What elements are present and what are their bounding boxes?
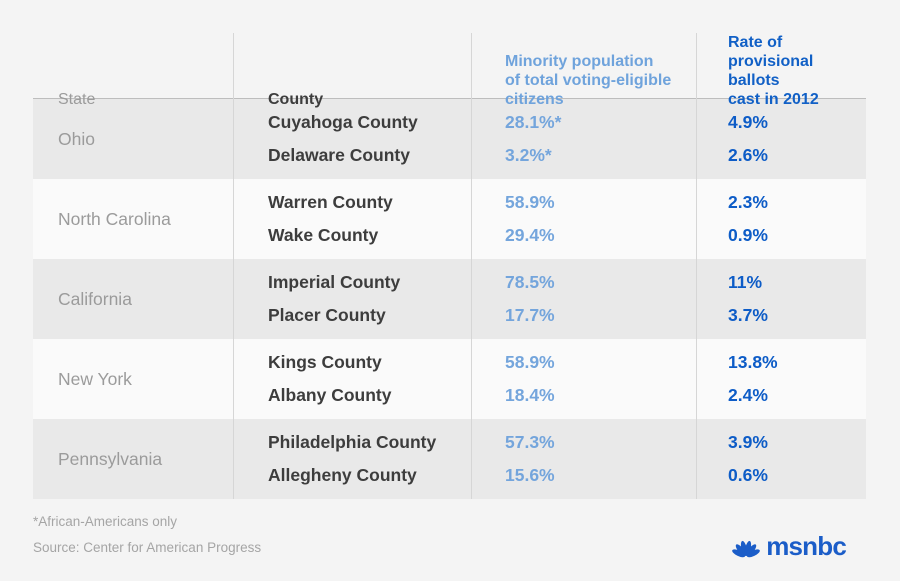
county-name: Imperial County <box>268 272 401 292</box>
rate-value: 13.8% <box>728 352 778 372</box>
table-row-north-carolina: North Carolina Warren County Wake County… <box>33 179 866 259</box>
county-name: Philadelphia County <box>268 432 437 452</box>
asterisk-note: *African-Americans only <box>33 514 178 529</box>
table-row-pennsylvania: Pennsylvania Philadelphia County Alleghe… <box>33 419 866 499</box>
minority-cell: 78.5% 17.7% <box>471 259 696 339</box>
minority-value: 58.9% <box>505 192 555 212</box>
minority-cell: 28.1%* 3.2%* <box>471 99 696 179</box>
state-cell: Pennsylvania <box>58 448 163 469</box>
minority-value: 15.6% <box>505 465 555 485</box>
footnotes: *African-Americans only Source: Center f… <box>33 509 261 561</box>
rate-cell: 13.8% 2.4% <box>696 339 866 419</box>
column-header-rate-line3: cast in 2012 <box>728 91 819 108</box>
column-header-provisional-rate: Rate of provisional ballots cast in 2012 <box>696 33 866 120</box>
state-cell: North Carolina <box>58 208 171 229</box>
table-row-ohio: Ohio Cuyahoga County Delaware County 28.… <box>33 99 866 179</box>
county-name: Warren County <box>268 192 393 212</box>
source-note: Source: Center for American Progress <box>33 540 262 555</box>
column-header-minority-line1: Minority population <box>505 53 654 70</box>
county-cell: Imperial County Placer County <box>233 259 471 339</box>
minority-cell: 58.9% 29.4% <box>471 179 696 259</box>
county-name: Albany County <box>268 385 392 405</box>
column-header-county: County <box>233 33 471 120</box>
rate-cell: 11% 3.7% <box>696 259 866 339</box>
minority-cell: 57.3% 15.6% <box>471 419 696 499</box>
column-header-minority-population: Minority population of total voting-elig… <box>471 33 696 120</box>
column-header-rate-line1: Rate of <box>728 34 783 51</box>
rate-cell: 3.9% 0.6% <box>696 419 866 499</box>
county-cell: Kings County Albany County <box>233 339 471 419</box>
minority-value: 29.4% <box>505 225 555 245</box>
rate-value: 0.9% <box>728 225 768 245</box>
rate-value: 3.9% <box>728 432 768 452</box>
minority-value: 58.9% <box>505 352 555 372</box>
state-cell: California <box>58 288 132 309</box>
county-name: Cuyahoga County <box>268 112 418 132</box>
column-header-minority-line2: of total voting-eligible <box>505 72 672 89</box>
table-header-row: State County Minority population of tota… <box>33 33 866 120</box>
rate-value: 2.3% <box>728 192 768 212</box>
county-name: Placer County <box>268 305 386 325</box>
county-name: Allegheny County <box>268 465 417 485</box>
table-row-california: California Imperial County Placer County… <box>33 259 866 339</box>
minority-value: 78.5% <box>505 272 555 292</box>
rate-value: 2.4% <box>728 385 768 405</box>
peacock-icon <box>731 533 761 559</box>
county-cell: Warren County Wake County <box>233 179 471 259</box>
rate-value: 3.7% <box>728 305 768 325</box>
column-header-county-label: County <box>268 91 324 108</box>
county-name: Wake County <box>268 225 379 245</box>
minority-value: 57.3% <box>505 432 555 452</box>
county-name: Kings County <box>268 352 382 372</box>
column-header-rate-line2: provisional ballots <box>728 53 814 89</box>
state-cell: Ohio <box>58 128 95 149</box>
rate-value: 0.6% <box>728 465 768 485</box>
minority-value: 17.7% <box>505 305 555 325</box>
county-cell: Cuyahoga County Delaware County <box>233 99 471 179</box>
rate-cell: 2.3% 0.9% <box>696 179 866 259</box>
data-table: State County Minority population of tota… <box>33 33 866 499</box>
county-cell: Philadelphia County Allegheny County <box>233 419 471 499</box>
rate-value: 11% <box>728 272 763 292</box>
column-header-state: State <box>33 33 233 120</box>
table-row-new-york: New York Kings County Albany County 58.9… <box>33 339 866 419</box>
msnbc-logo: msnbc <box>731 531 847 561</box>
msnbc-wordmark: msnbc <box>766 531 847 561</box>
minority-value: 28.1%* <box>505 112 562 132</box>
minority-cell: 58.9% 18.4% <box>471 339 696 419</box>
column-header-minority-line3: citizens <box>505 91 564 108</box>
minority-value: 18.4% <box>505 385 555 405</box>
column-header-state-label: State <box>58 91 96 108</box>
minority-value: 3.2%* <box>505 145 552 165</box>
rate-value: 2.6% <box>728 145 768 165</box>
rate-cell: 4.9% 2.6% <box>696 99 866 179</box>
state-cell: New York <box>58 368 132 389</box>
county-name: Delaware County <box>268 145 410 165</box>
rate-value: 4.9% <box>728 112 768 132</box>
